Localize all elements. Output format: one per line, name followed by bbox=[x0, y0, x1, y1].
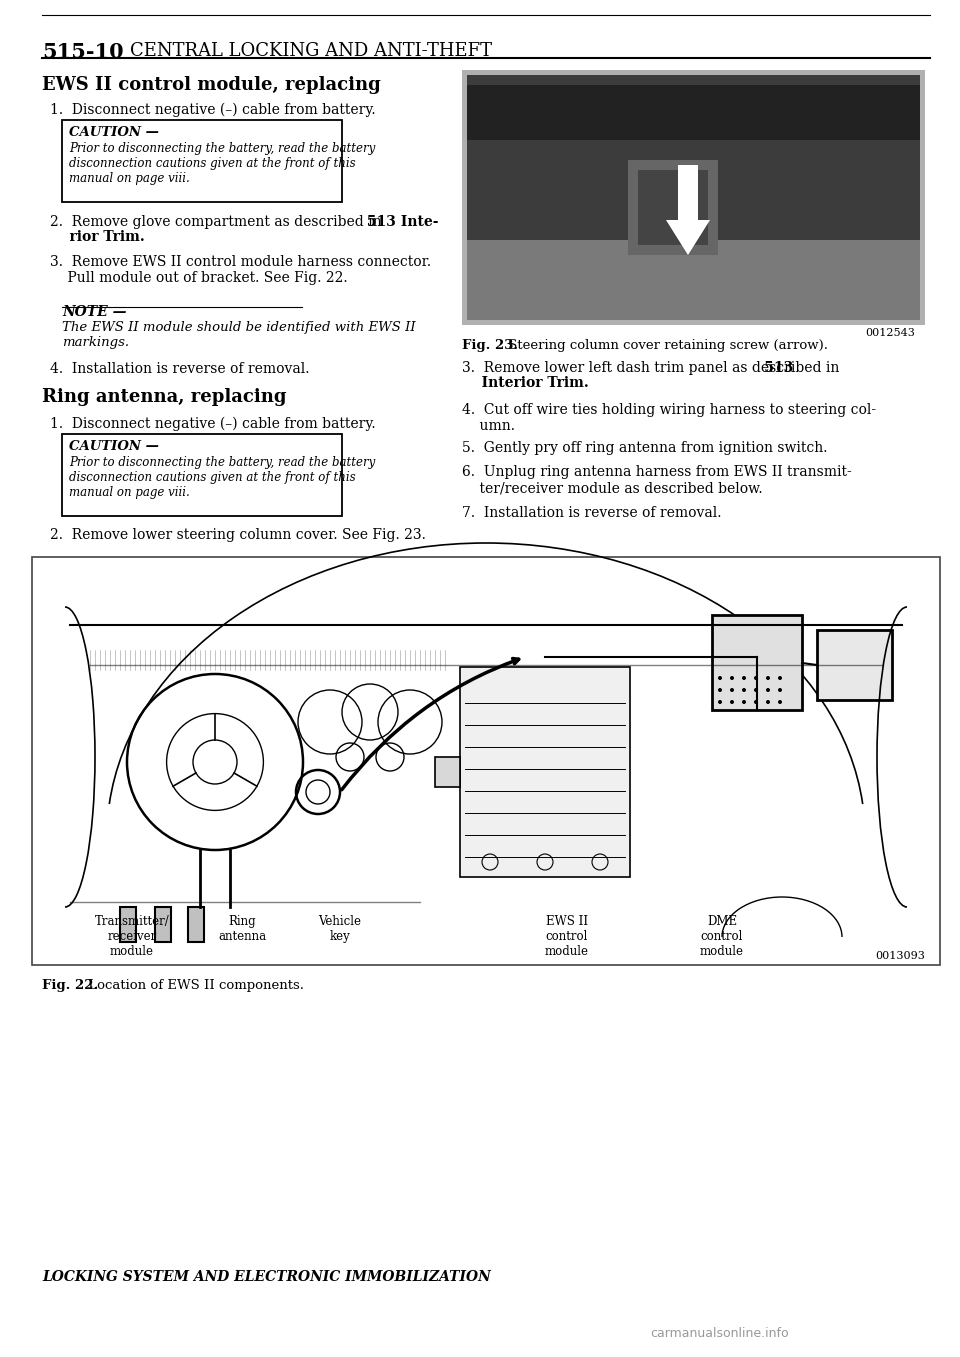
Text: 0012543: 0012543 bbox=[865, 328, 915, 338]
Bar bbox=[467, 240, 920, 320]
Circle shape bbox=[718, 700, 722, 704]
Bar bbox=[628, 160, 718, 255]
Text: 4.  Cut off wire ties holding wiring harness to steering col-
    umn.: 4. Cut off wire ties holding wiring harn… bbox=[462, 403, 876, 433]
Text: Fig. 22.: Fig. 22. bbox=[42, 978, 98, 992]
Text: Prior to disconnecting the battery, read the battery
disconnection cautions give: Prior to disconnecting the battery, read… bbox=[69, 142, 375, 185]
Text: Ring
antenna: Ring antenna bbox=[218, 915, 266, 943]
Text: 0013093: 0013093 bbox=[875, 951, 924, 961]
Circle shape bbox=[718, 676, 722, 680]
Text: Location of EWS II components.: Location of EWS II components. bbox=[84, 978, 304, 992]
Text: CENTRAL LOCKING AND ANTI-THEFT: CENTRAL LOCKING AND ANTI-THEFT bbox=[130, 42, 492, 60]
Text: Vehicle
key: Vehicle key bbox=[319, 915, 362, 943]
Circle shape bbox=[766, 676, 770, 680]
Text: rior Trim.: rior Trim. bbox=[50, 229, 145, 244]
Circle shape bbox=[742, 676, 746, 680]
Circle shape bbox=[742, 700, 746, 704]
Bar bbox=[62, 434, 342, 516]
Bar bbox=[678, 166, 698, 220]
Bar bbox=[467, 85, 920, 140]
Text: 3.  Remove lower left dash trim panel as described in: 3. Remove lower left dash trim panel as … bbox=[462, 361, 844, 375]
Bar bbox=[462, 71, 925, 324]
Text: The EWS II module should be identified with EWS II
markings.: The EWS II module should be identified w… bbox=[62, 322, 416, 349]
Circle shape bbox=[754, 676, 758, 680]
Circle shape bbox=[742, 688, 746, 692]
Text: Ring antenna, replacing: Ring antenna, replacing bbox=[42, 388, 286, 406]
Circle shape bbox=[778, 676, 782, 680]
Text: Interior Trim.: Interior Trim. bbox=[462, 376, 588, 389]
Text: 513: 513 bbox=[462, 361, 793, 375]
Text: Prior to disconnecting the battery, read the battery
disconnection cautions give: Prior to disconnecting the battery, read… bbox=[69, 456, 375, 499]
Text: 2.  Remove glove compartment as described in: 2. Remove glove compartment as described… bbox=[50, 214, 386, 229]
Text: Transmitter/
receiver
module: Transmitter/ receiver module bbox=[95, 915, 169, 958]
Circle shape bbox=[730, 676, 734, 680]
Polygon shape bbox=[666, 220, 710, 255]
Circle shape bbox=[730, 700, 734, 704]
Text: EWS II control module, replacing: EWS II control module, replacing bbox=[42, 76, 381, 94]
Text: 7.  Installation is reverse of removal.: 7. Installation is reverse of removal. bbox=[462, 506, 722, 520]
Text: 1.  Disconnect negative (–) cable from battery.: 1. Disconnect negative (–) cable from ba… bbox=[50, 417, 375, 432]
Text: LOCKING SYSTEM AND ELECTRONIC IMMOBILIZATION: LOCKING SYSTEM AND ELECTRONIC IMMOBILIZA… bbox=[42, 1270, 491, 1284]
Bar bbox=[712, 615, 802, 710]
Bar bbox=[32, 556, 940, 965]
Text: 515-10: 515-10 bbox=[42, 42, 124, 62]
Text: Fig. 23.: Fig. 23. bbox=[462, 339, 518, 351]
Text: 3.  Remove EWS II control module harness connector.
    Pull module out of brack: 3. Remove EWS II control module harness … bbox=[50, 255, 431, 285]
Text: CAUTION —: CAUTION — bbox=[69, 126, 158, 138]
Text: 5.  Gently pry off ring antenna from ignition switch.: 5. Gently pry off ring antenna from igni… bbox=[462, 441, 828, 455]
Text: 4.  Installation is reverse of removal.: 4. Installation is reverse of removal. bbox=[50, 362, 309, 376]
Circle shape bbox=[754, 688, 758, 692]
Bar bbox=[62, 119, 342, 202]
Bar bbox=[817, 630, 892, 700]
Circle shape bbox=[730, 688, 734, 692]
Circle shape bbox=[778, 688, 782, 692]
Text: 2.  Remove lower steering column cover. See Fig. 23.: 2. Remove lower steering column cover. S… bbox=[50, 528, 426, 541]
Bar bbox=[188, 906, 204, 942]
Text: CAUTION —: CAUTION — bbox=[69, 440, 158, 453]
Bar bbox=[460, 668, 630, 877]
Circle shape bbox=[766, 688, 770, 692]
Bar bbox=[435, 757, 460, 787]
Circle shape bbox=[766, 700, 770, 704]
Text: 6.  Unplug ring antenna harness from EWS II transmit-
    ter/receiver module as: 6. Unplug ring antenna harness from EWS … bbox=[462, 465, 852, 495]
Text: carmanualsonline.info: carmanualsonline.info bbox=[650, 1327, 788, 1339]
Bar bbox=[467, 75, 920, 320]
Circle shape bbox=[778, 700, 782, 704]
Text: 1.  Disconnect negative (–) cable from battery.: 1. Disconnect negative (–) cable from ba… bbox=[50, 103, 375, 118]
Text: EWS II
control
module: EWS II control module bbox=[545, 915, 589, 958]
Text: NOTE —: NOTE — bbox=[62, 305, 127, 319]
Bar bbox=[120, 906, 136, 942]
Text: Steering column cover retaining screw (arrow).: Steering column cover retaining screw (a… bbox=[504, 339, 828, 351]
Text: DME
control
module: DME control module bbox=[700, 915, 744, 958]
Text: 513 Inte-: 513 Inte- bbox=[50, 214, 439, 229]
Circle shape bbox=[718, 688, 722, 692]
Circle shape bbox=[754, 700, 758, 704]
Bar bbox=[155, 906, 171, 942]
Bar bbox=[638, 170, 708, 246]
